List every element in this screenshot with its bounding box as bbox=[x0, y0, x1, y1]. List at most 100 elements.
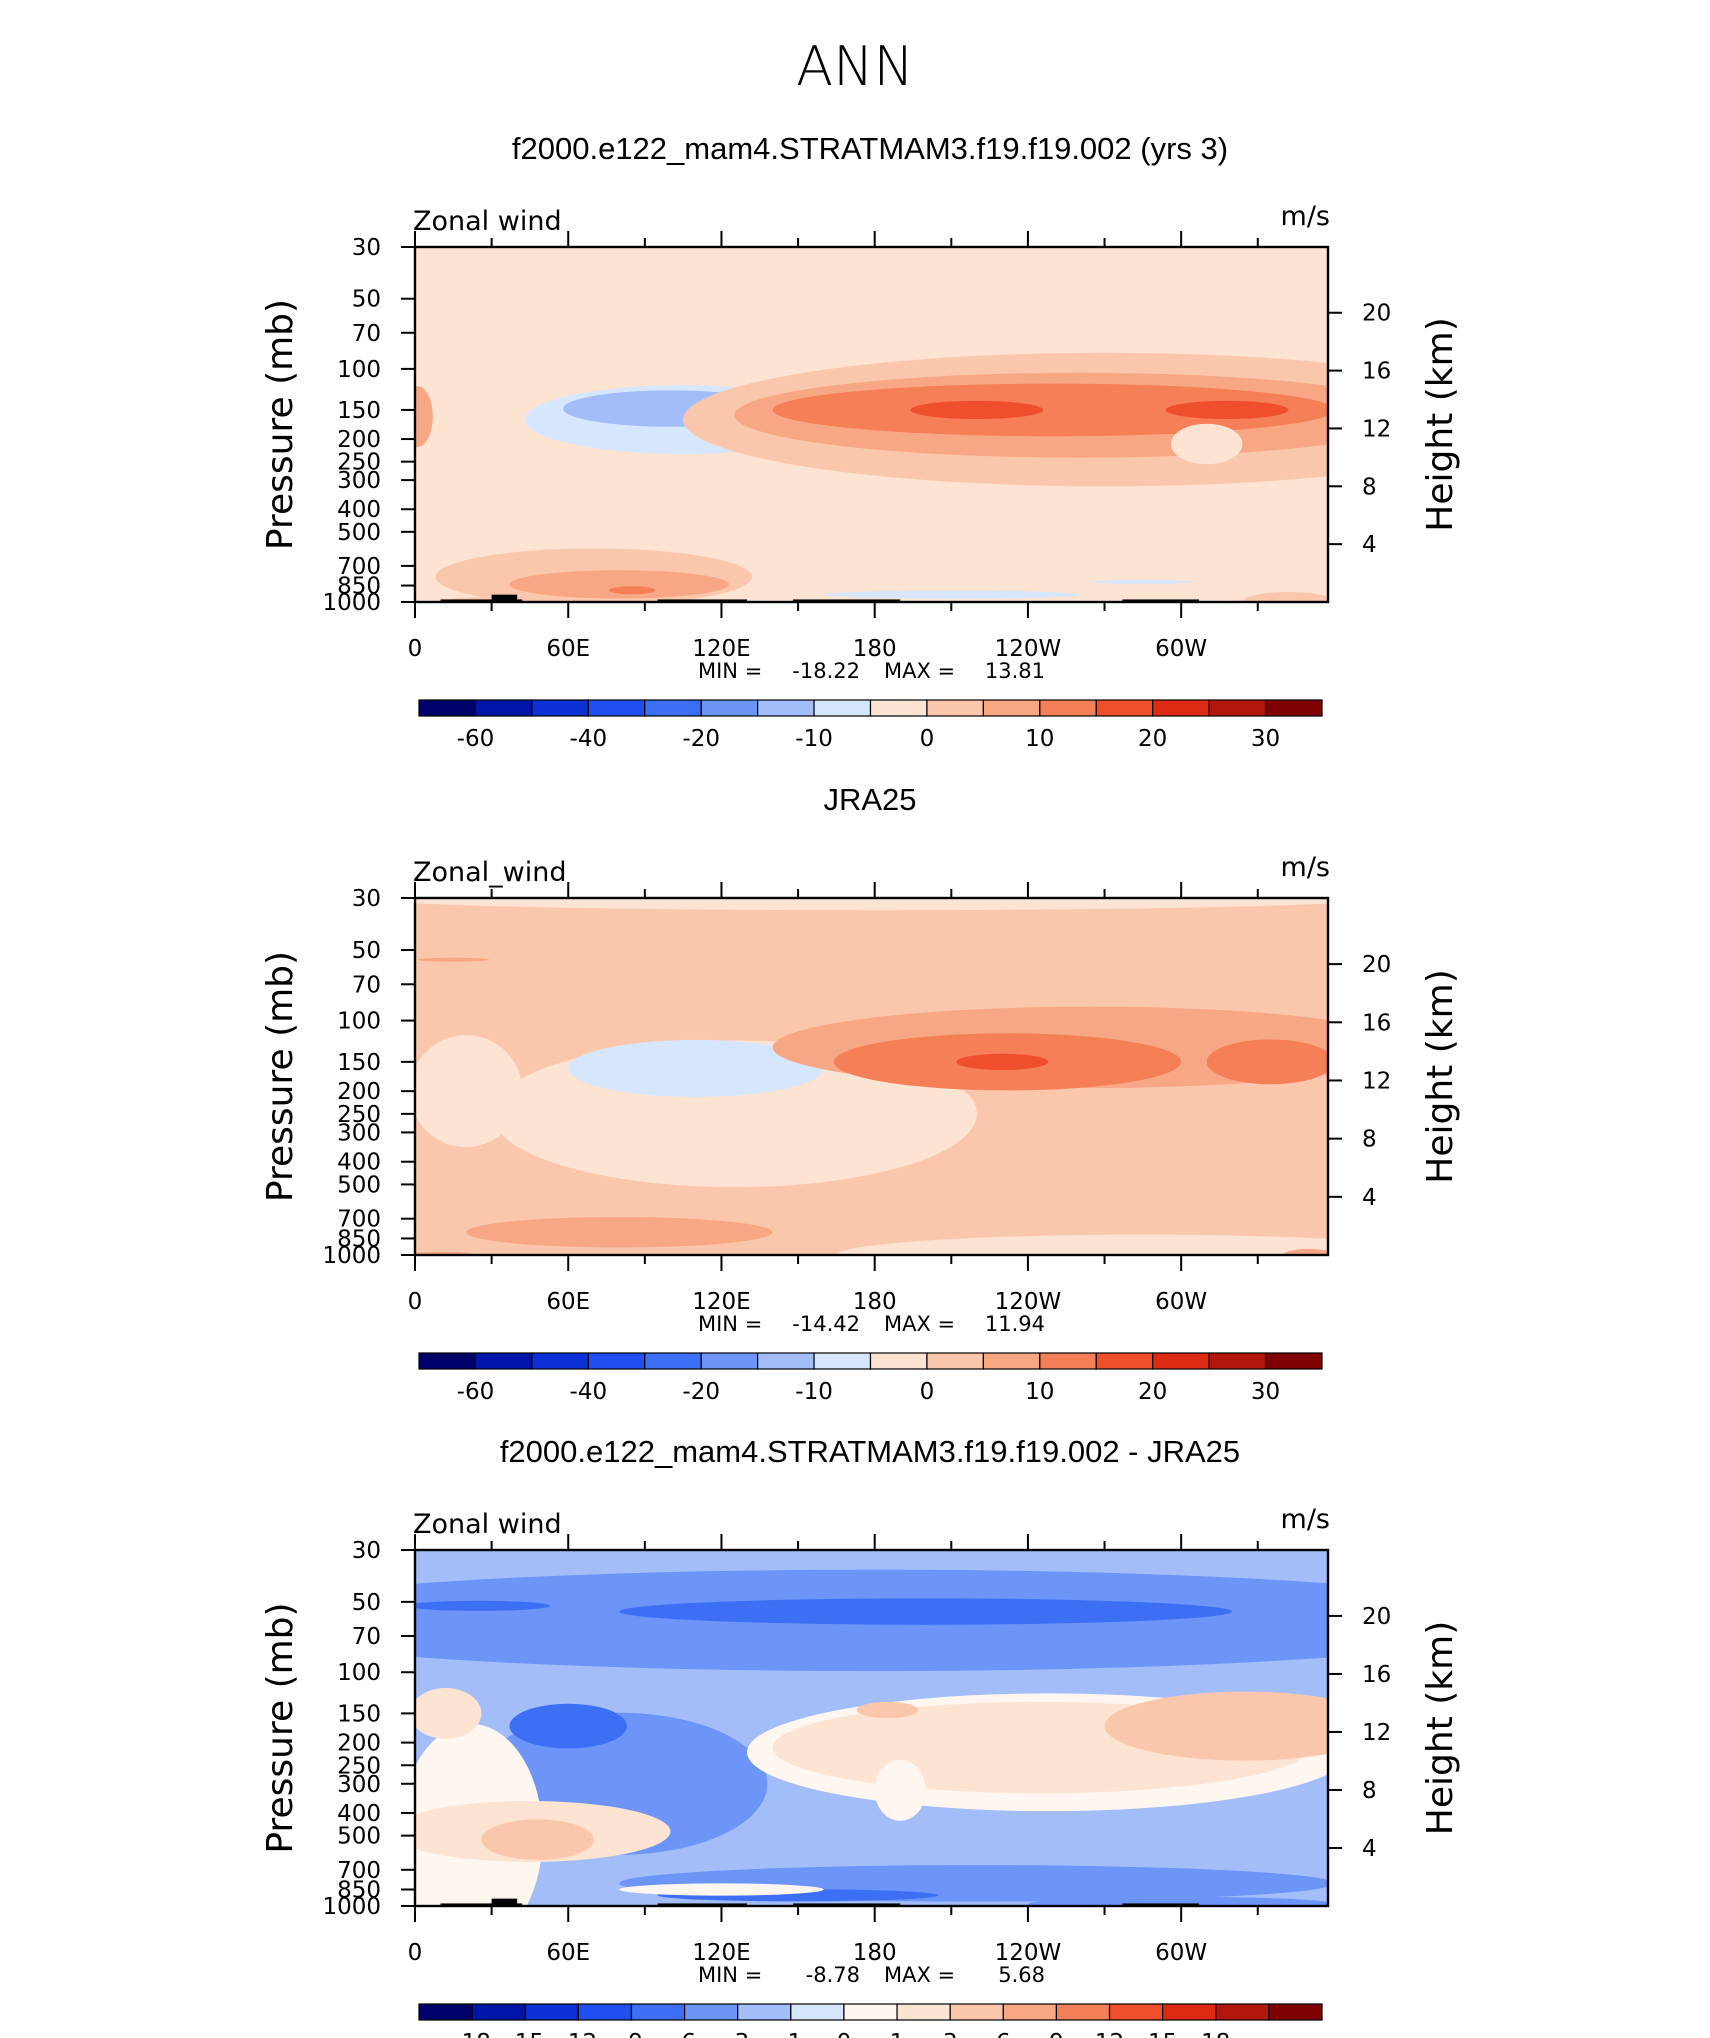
colorbar-label: 0 bbox=[837, 2030, 852, 2038]
colorbar-label: 20 bbox=[1138, 726, 1167, 752]
x-tick-label: 0 bbox=[408, 1289, 423, 1315]
y-axis-label: Pressure (mb) bbox=[260, 299, 301, 550]
y-tick-label: 700 bbox=[337, 554, 381, 580]
panel-1: f2000.e122_mam4.STRATMAM3.f19.f19.002 (y… bbox=[260, 131, 1461, 752]
height-tick-label: 16 bbox=[1362, 1662, 1391, 1688]
colorbar-swatch bbox=[700, 1352, 759, 1370]
topography bbox=[491, 1898, 518, 1906]
y-tick-label: 100 bbox=[337, 357, 381, 383]
colorbar-label: 15 bbox=[1148, 2030, 1177, 2038]
height-tick-label: 20 bbox=[1362, 1604, 1391, 1630]
colorbar-swatch bbox=[1215, 2003, 1270, 2021]
contour-region bbox=[509, 570, 730, 599]
contour-region bbox=[1104, 1691, 1328, 1761]
max-label: MAX = bbox=[884, 1312, 955, 1336]
y-axis-label: Pressure (mb) bbox=[260, 1602, 301, 1853]
contour-region bbox=[1027, 1896, 1328, 1906]
variable-label: Zonal_wind bbox=[413, 857, 567, 888]
y-tick-label: 200 bbox=[337, 1079, 381, 1105]
colorbar-label: 18 bbox=[1201, 2030, 1230, 2038]
colorbar-swatch bbox=[1264, 1352, 1323, 1370]
y-tick-label: 1000 bbox=[322, 590, 381, 616]
min-value: -18.22 bbox=[792, 659, 860, 683]
max-label: MAX = bbox=[884, 1963, 955, 1987]
contour-region bbox=[619, 1598, 1233, 1625]
plot-frame bbox=[413, 1548, 1330, 1908]
height-tick-label: 16 bbox=[1362, 1010, 1391, 1036]
max-value: 5.68 bbox=[998, 1963, 1045, 1987]
colorbar-swatch bbox=[1162, 2003, 1217, 2021]
units-label: m/s bbox=[1281, 201, 1330, 232]
topography bbox=[1122, 1903, 1200, 1906]
y-tick-label: 200 bbox=[337, 1731, 381, 1757]
colorbar-swatch bbox=[531, 1352, 589, 1370]
colorbar-swatch bbox=[896, 2003, 951, 2021]
plot-frame bbox=[413, 245, 1330, 604]
contour-region bbox=[417, 957, 490, 962]
colorbar-swatch bbox=[1264, 699, 1323, 717]
y-tick-label: 250 bbox=[337, 1753, 381, 1779]
contour-region bbox=[956, 1053, 1049, 1071]
contour-region bbox=[874, 1759, 926, 1821]
colorbar-swatch bbox=[524, 2003, 579, 2021]
contour-region bbox=[415, 1600, 551, 1611]
contour-region bbox=[1091, 579, 1194, 584]
colorbar-swatch bbox=[757, 1352, 815, 1370]
min-label: MIN = bbox=[698, 1963, 762, 1987]
y-tick-label: 100 bbox=[337, 1660, 381, 1686]
colorbar-swatch bbox=[790, 2003, 845, 2021]
panel-title: f2000.e122_mam4.STRATMAM3.f19.f19.002 (y… bbox=[512, 131, 1228, 166]
colorbar-swatch bbox=[813, 699, 872, 717]
colorbar-label: 12 bbox=[1095, 2030, 1124, 2038]
x-tick-label: 0 bbox=[408, 1940, 423, 1966]
colorbar-swatch bbox=[1095, 1352, 1154, 1370]
y-tick-label: 1000 bbox=[322, 1894, 381, 1920]
y-tick-label: 850 bbox=[337, 1878, 381, 1904]
variable-label: Zonal wind bbox=[413, 206, 562, 237]
contour-region bbox=[466, 1217, 773, 1248]
contour-region bbox=[1170, 423, 1243, 465]
y-tick-label: 700 bbox=[337, 1207, 381, 1233]
colorbar-swatch bbox=[1095, 699, 1154, 717]
min-label: MIN = bbox=[698, 659, 762, 683]
colorbar-swatch bbox=[813, 1352, 872, 1370]
colorbar-label: -6 bbox=[673, 2030, 696, 2038]
topography bbox=[792, 1903, 901, 1906]
contour-region bbox=[415, 898, 1328, 911]
height-tick-label: 16 bbox=[1362, 359, 1391, 385]
x-tick-label: 120E bbox=[692, 1940, 750, 1966]
y-tick-label: 70 bbox=[352, 321, 381, 347]
topography bbox=[792, 599, 901, 602]
max-value: 13.81 bbox=[985, 659, 1045, 683]
y-tick-label: 500 bbox=[337, 520, 381, 546]
x-tick-label: 120E bbox=[692, 636, 750, 662]
colorbar-label: 10 bbox=[1025, 1379, 1054, 1405]
colorbar-swatch bbox=[644, 699, 702, 717]
colorbar-swatch bbox=[644, 1352, 702, 1370]
height-tick-label: 12 bbox=[1362, 1068, 1391, 1094]
y-tick-label: 850 bbox=[337, 574, 381, 600]
colorbar-label: 30 bbox=[1251, 1379, 1280, 1405]
y-tick-label: 500 bbox=[337, 1824, 381, 1850]
units-label: m/s bbox=[1281, 852, 1330, 883]
contour-field bbox=[415, 898, 1328, 1255]
x-tick-label: 120W bbox=[995, 1289, 1062, 1315]
colorbar-swatch bbox=[587, 699, 646, 717]
x-tick-label: 180 bbox=[853, 1289, 897, 1315]
colorbar-swatch bbox=[869, 1352, 928, 1370]
x-tick-label: 120W bbox=[995, 636, 1062, 662]
colorbar-label: -3 bbox=[726, 2030, 749, 2038]
y-tick-label: 500 bbox=[337, 1172, 381, 1198]
y-tick-label: 50 bbox=[352, 287, 381, 313]
colorbar-label: -10 bbox=[795, 726, 833, 752]
colorbar-swatch bbox=[982, 699, 1041, 717]
colorbar-label: 3 bbox=[943, 2030, 958, 2038]
colorbar-swatch bbox=[737, 2003, 792, 2021]
x-tick-label: 60E bbox=[546, 1289, 590, 1315]
contour-field bbox=[415, 247, 1328, 602]
topography bbox=[440, 1903, 523, 1906]
contour-field bbox=[415, 1550, 1328, 1906]
contour-region bbox=[836, 1234, 1328, 1255]
colorbar-label: 0 bbox=[920, 1379, 935, 1405]
